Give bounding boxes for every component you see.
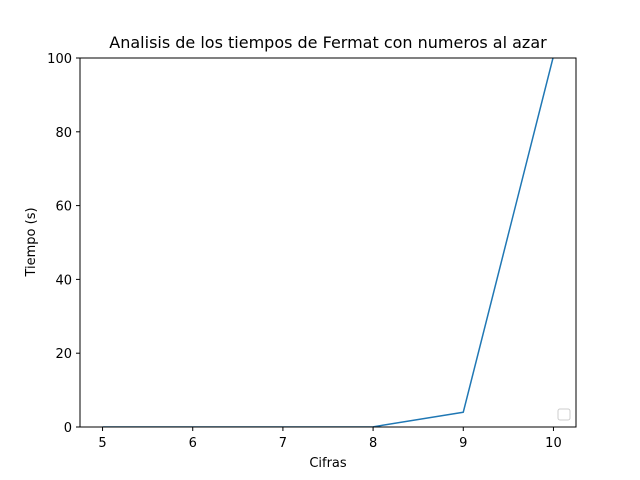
x-tick-label: 9 [459, 436, 467, 451]
y-tick-label: 80 [55, 126, 72, 141]
y-tick-label: 60 [55, 200, 72, 215]
y-axis: 0 20 40 60 80 100 [47, 52, 80, 436]
y-tick-label: 40 [55, 273, 72, 288]
legend-box [557, 408, 571, 421]
y-tick-label: 100 [47, 52, 72, 67]
y-tick-label: 20 [55, 347, 72, 362]
chart-title: Analisis de los tiempos de Fermat con nu… [109, 33, 547, 52]
x-tick-label: 8 [369, 436, 377, 451]
y-axis-label: Tiempo (s) [24, 207, 39, 277]
x-axis-label: Cifras [309, 456, 347, 471]
x-tick-label: 7 [279, 436, 287, 451]
x-axis: 5 6 7 8 9 10 [98, 427, 562, 451]
x-tick-label: 6 [189, 436, 197, 451]
x-tick-label: 10 [545, 436, 562, 451]
y-tick-label: 0 [64, 421, 72, 436]
plot-frame [79, 57, 577, 428]
x-tick-label: 5 [98, 436, 106, 451]
